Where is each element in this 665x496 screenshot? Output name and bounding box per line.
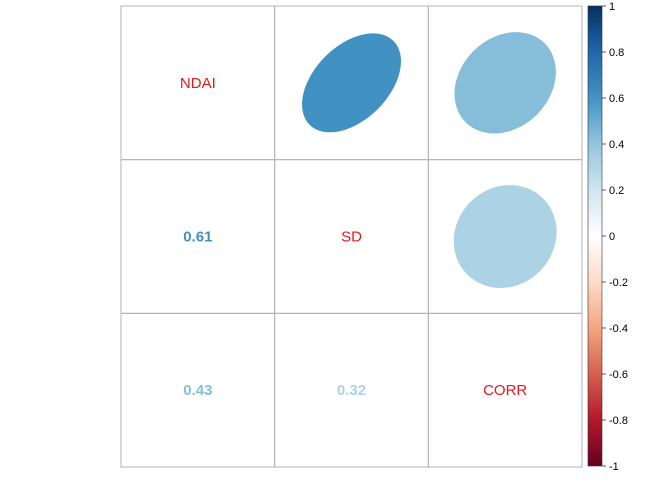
correlation-value: 0.61 — [183, 229, 212, 246]
colorbar-tick-label: 0.6 — [609, 93, 624, 105]
colorbar-tick-label: 1 — [609, 1, 615, 13]
colorbar-gradient — [587, 5, 603, 467]
correlation-ellipse — [454, 32, 556, 134]
colorbar-tick-label: -1 — [609, 461, 619, 473]
colorbar-tick-label: 0.8 — [609, 47, 624, 59]
colorbar-tick-label: 0 — [609, 231, 615, 243]
colorbar-tick-label: 0.4 — [609, 139, 624, 151]
colorbar-tick-label: -0.8 — [609, 415, 628, 427]
correlation-value: 0.43 — [183, 382, 212, 399]
matrix-grid: NDAI 0.61 SD 0.43 0.32 CORR — [120, 5, 583, 468]
correlation-ellipse — [302, 33, 402, 133]
colorbar-tick-label: -0.2 — [609, 277, 628, 289]
colorbar: 1 0.8 0.6 0.4 0.2 0 -0.2 -0.4 -0.6 -0.8 -1 — [587, 1, 628, 473]
grid-cell — [427, 312, 583, 468]
colorbar-tick-label: 0.2 — [609, 185, 624, 197]
correlation-value: 0.32 — [337, 382, 366, 399]
correlation-ellipse — [453, 185, 557, 288]
colorbar-tick-label: -0.6 — [609, 369, 628, 381]
variable-label: CORR — [483, 382, 527, 399]
variable-label: NDAI — [180, 75, 216, 92]
variable-label: SD — [341, 229, 362, 246]
colorbar-tick-label: -0.4 — [609, 323, 628, 335]
